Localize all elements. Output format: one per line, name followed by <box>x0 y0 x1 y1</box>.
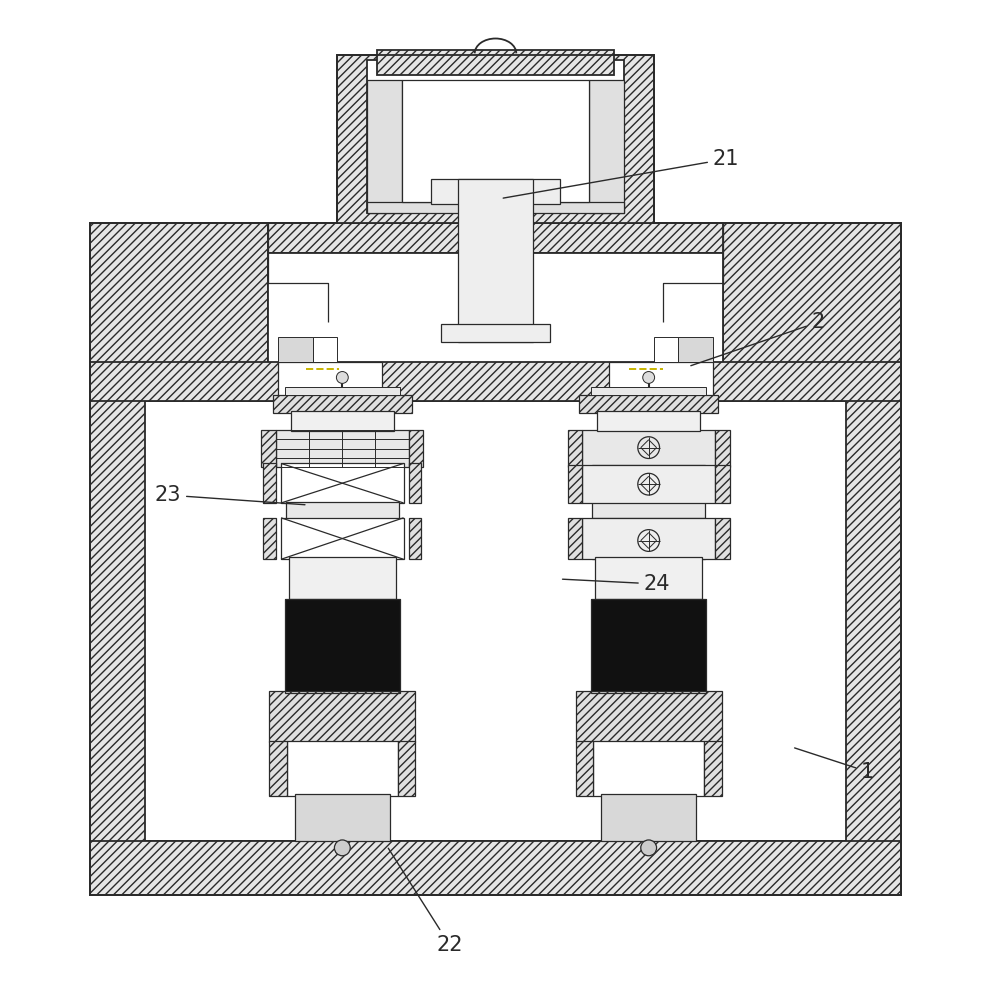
Bar <box>278 362 382 401</box>
Bar <box>269 253 722 372</box>
Bar <box>281 463 403 503</box>
Circle shape <box>336 372 348 383</box>
Bar <box>568 465 583 503</box>
Bar <box>276 430 408 467</box>
Bar <box>722 223 901 372</box>
Bar <box>285 387 399 395</box>
Bar <box>458 179 533 342</box>
Bar <box>262 430 276 467</box>
Bar <box>590 80 624 213</box>
Bar <box>408 463 421 503</box>
Circle shape <box>334 840 350 856</box>
Bar <box>90 841 901 895</box>
Bar <box>377 50 614 75</box>
Bar <box>593 518 705 559</box>
Circle shape <box>641 840 657 856</box>
Bar <box>408 518 421 559</box>
Bar <box>580 395 717 413</box>
Bar <box>598 411 700 431</box>
Bar <box>286 502 398 520</box>
Bar <box>715 430 729 467</box>
Text: 1: 1 <box>795 748 874 782</box>
Bar <box>592 599 706 693</box>
Bar <box>285 599 399 693</box>
Bar <box>270 691 415 742</box>
Bar <box>291 411 393 431</box>
Bar <box>568 518 583 559</box>
Bar <box>367 202 624 213</box>
Bar <box>367 60 624 213</box>
Bar <box>313 337 337 362</box>
Bar <box>289 557 395 599</box>
Bar <box>583 518 715 559</box>
Text: 23: 23 <box>155 485 305 505</box>
Bar <box>576 741 594 796</box>
Bar <box>678 337 713 362</box>
Bar <box>90 362 901 401</box>
Text: 24: 24 <box>563 574 670 594</box>
Bar <box>576 691 721 742</box>
Bar <box>367 80 401 213</box>
Bar <box>264 518 276 559</box>
Bar <box>274 395 411 413</box>
Bar <box>596 557 702 599</box>
Circle shape <box>643 372 655 383</box>
Bar <box>269 223 722 253</box>
Bar <box>397 741 415 796</box>
Bar <box>278 337 313 362</box>
Bar <box>715 465 729 503</box>
Bar <box>281 518 403 559</box>
Bar <box>264 463 276 503</box>
Bar <box>602 794 696 841</box>
Bar <box>654 337 678 362</box>
Bar <box>337 55 654 223</box>
Bar <box>441 324 550 342</box>
Bar <box>594 741 704 796</box>
Bar <box>609 362 713 401</box>
Bar <box>592 387 706 395</box>
Bar <box>90 372 901 895</box>
Bar <box>568 430 583 467</box>
Bar <box>401 80 590 202</box>
Bar <box>285 599 399 693</box>
Text: 2: 2 <box>691 312 825 366</box>
Bar <box>287 741 397 796</box>
Bar <box>593 465 705 520</box>
Text: 22: 22 <box>388 848 463 955</box>
Bar <box>583 465 715 503</box>
Bar <box>431 179 560 204</box>
Bar <box>715 518 729 559</box>
Bar <box>583 430 715 467</box>
Bar <box>295 794 389 841</box>
Bar <box>270 741 287 796</box>
Bar <box>145 401 846 841</box>
Bar <box>90 223 269 372</box>
Bar <box>592 599 706 693</box>
Bar <box>704 741 721 796</box>
Bar <box>408 430 423 467</box>
Text: 21: 21 <box>503 149 739 198</box>
